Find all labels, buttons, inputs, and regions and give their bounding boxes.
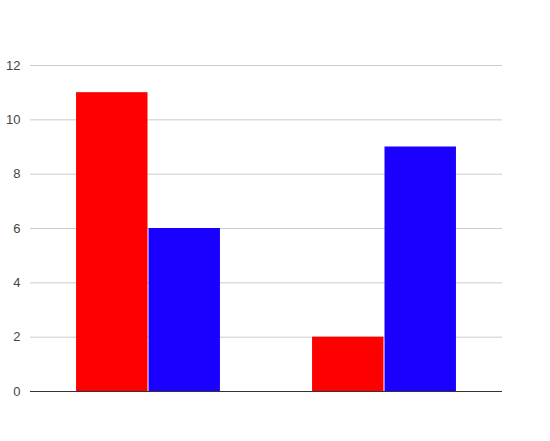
svg-text:12: 12 [6,58,20,73]
svg-text:10: 10 [6,112,20,127]
svg-text:2: 2 [13,329,20,344]
svg-text:0: 0 [13,384,20,399]
svg-text:6: 6 [13,221,20,236]
svg-text:4: 4 [13,275,20,290]
svg-text:8: 8 [13,166,20,181]
